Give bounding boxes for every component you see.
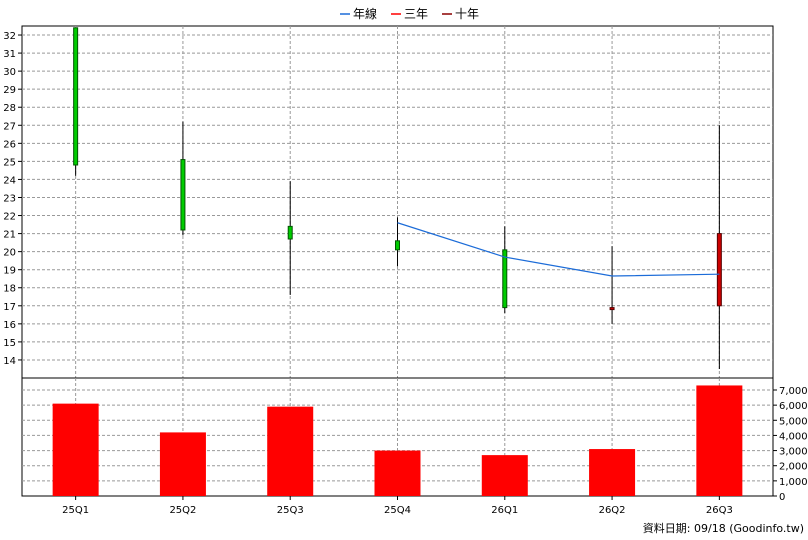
volume-tick-label: 6,000 <box>779 401 808 412</box>
price-tick-label: 21 <box>3 230 16 241</box>
volume-tick-label: 5,000 <box>779 416 808 427</box>
volume-panel: 0 1,000 2,000 3,000 4,000 5,000 6,000 7,000 <box>21 377 808 503</box>
price-tick-label: 15 <box>3 338 16 349</box>
candle-body <box>287 225 293 240</box>
candle-body <box>502 249 508 309</box>
volume-tick-label: 2,000 <box>779 462 808 473</box>
candle-body <box>73 27 79 166</box>
candle-body <box>395 240 400 251</box>
annual-line <box>397 222 720 277</box>
x-tick-label: 25Q1 <box>62 505 89 516</box>
candle-body <box>609 307 615 311</box>
volume-bar <box>481 455 528 496</box>
price-tick-label: 28 <box>3 103 16 114</box>
candle-body <box>180 159 186 231</box>
legend-label-1: 三年 <box>404 7 428 21</box>
price-tick-label: 32 <box>3 31 16 42</box>
volume-bar <box>589 449 636 496</box>
price-tick-label: 29 <box>3 85 16 96</box>
price-tick-label: 18 <box>3 284 16 295</box>
price-tick-label: 17 <box>3 302 16 313</box>
volume-bar <box>159 432 206 496</box>
x-tick-label: 25Q3 <box>277 505 304 516</box>
price-tick-label: 24 <box>3 175 16 186</box>
legend-label-2: 十年 <box>455 7 479 21</box>
x-tick-label: 26Q1 <box>491 505 518 516</box>
price-tick-label: 22 <box>3 212 16 223</box>
x-tick-label: 25Q4 <box>384 505 411 516</box>
x-axis: 25Q1 25Q2 25Q3 25Q4 26Q1 26Q2 26Q3 <box>62 496 733 516</box>
volume-bar <box>374 450 421 496</box>
price-tick-label: 31 <box>3 49 16 60</box>
price-tick-label: 14 <box>3 356 16 367</box>
volume-tick-label: 1,000 <box>779 477 808 488</box>
price-tick-label: 23 <box>3 193 16 204</box>
footer-source: 資料日期: 09/18 (Goodinfo.tw) <box>643 521 804 535</box>
price-tick-label: 16 <box>3 320 16 331</box>
x-tick-label: 25Q2 <box>169 505 196 516</box>
volume-bar <box>52 403 99 496</box>
volume-tick-label: 3,000 <box>779 447 808 458</box>
legend: 年線 三年 十年 <box>340 6 479 21</box>
price-tick-label: 30 <box>3 67 16 78</box>
price-tick-label: 19 <box>3 266 16 277</box>
price-tick-label: 26 <box>3 139 16 150</box>
candle-body <box>716 233 722 307</box>
price-tick-label: 27 <box>3 121 16 132</box>
x-tick-label: 26Q2 <box>599 505 626 516</box>
volume-bar <box>696 385 743 496</box>
x-tick-label: 26Q3 <box>706 505 733 516</box>
volume-tick-label: 7,000 <box>779 386 808 397</box>
price-tick-label: 25 <box>3 157 16 168</box>
volume-tick-label: 4,000 <box>779 431 808 442</box>
legend-label-0: 年線 <box>353 6 377 21</box>
price-panel: 14 15 16 17 18 19 20 21 22 23 24 25 26 27 28 29 30 31 32 <box>3 25 774 379</box>
volume-tick-label: 0 <box>779 492 785 503</box>
volume-bar <box>267 406 314 496</box>
price-tick-label: 20 <box>3 248 16 259</box>
